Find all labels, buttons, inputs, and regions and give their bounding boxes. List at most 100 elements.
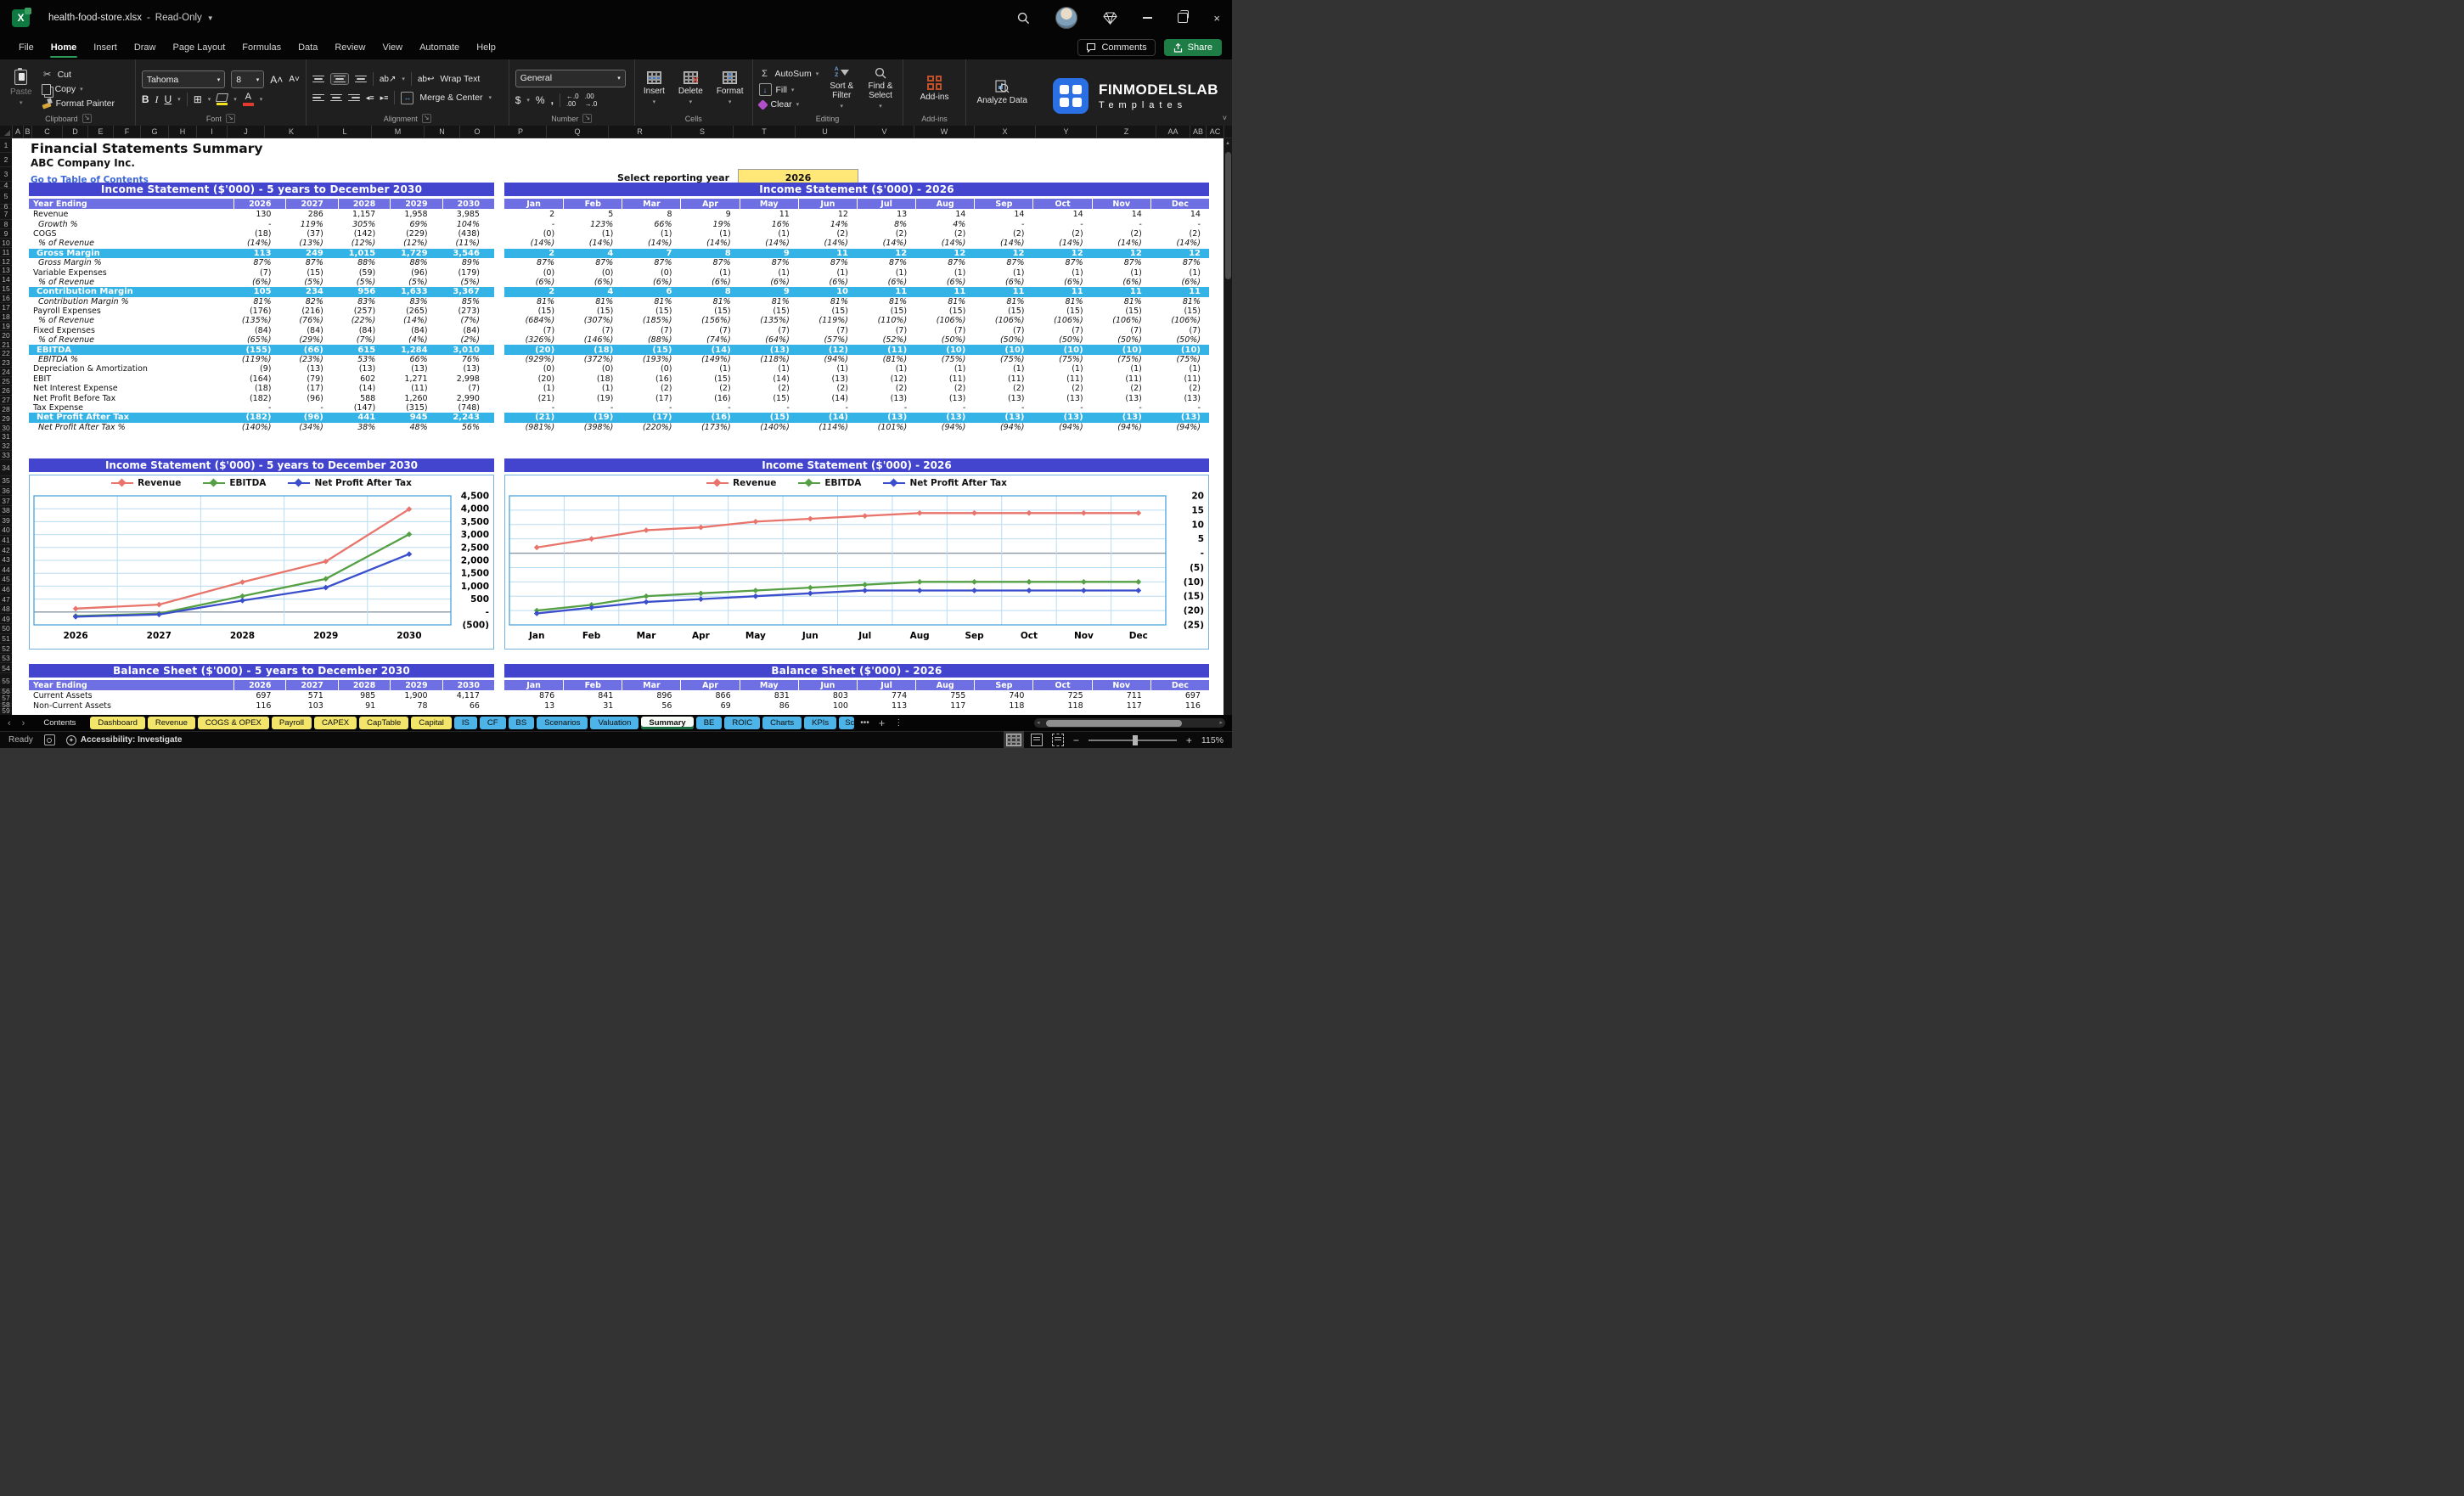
value-cell[interactable]: (84) [338, 326, 390, 335]
value-cell[interactable]: (14%) [915, 239, 974, 248]
value-cell[interactable]: (75%) [974, 355, 1032, 364]
value-cell[interactable]: 774 [857, 691, 915, 700]
value-cell[interactable]: (0) [504, 229, 563, 239]
row-header-11[interactable]: 11 [0, 248, 12, 257]
find-select-button[interactable]: Find & Select ▾ [864, 64, 896, 114]
value-cell[interactable]: (88%) [622, 335, 680, 345]
row-header-25[interactable]: 25 [0, 377, 12, 386]
value-cell[interactable]: (14%) [390, 316, 442, 325]
normal-view-button[interactable] [1006, 734, 1021, 746]
value-cell[interactable]: (11) [974, 374, 1032, 384]
row-label-cell[interactable]: EBIT [29, 374, 233, 384]
value-cell[interactable]: (14%) [1092, 239, 1150, 248]
value-cell[interactable]: 1,157 [338, 210, 390, 219]
row-label-cell[interactable]: % of Revenue [29, 316, 233, 325]
header-cell[interactable]: Mar [622, 680, 680, 690]
share-button[interactable]: Share [1164, 39, 1222, 56]
header-cell[interactable]: 2030 [442, 199, 494, 209]
value-cell[interactable]: (94%) [1032, 423, 1091, 432]
value-cell[interactable]: (1) [857, 268, 915, 278]
value-cell[interactable]: (1) [680, 268, 739, 278]
minimize-button[interactable] [1143, 17, 1152, 19]
value-cell[interactable]: 2,998 [442, 374, 494, 384]
value-cell[interactable]: 945 [390, 413, 442, 422]
value-cell[interactable]: (6%) [1032, 278, 1091, 287]
tab-scroll-right[interactable]: › [18, 718, 30, 728]
value-cell[interactable]: (18) [233, 229, 285, 239]
align-middle-button[interactable] [330, 73, 349, 86]
column-header-N[interactable]: N [425, 126, 460, 138]
value-cell[interactable]: (2) [857, 384, 915, 393]
value-cell[interactable]: 87% [563, 258, 622, 267]
header-cell[interactable]: Nov [1092, 199, 1150, 209]
currency-format-button[interactable]: $ [515, 94, 521, 106]
row-header-8[interactable]: 8 [0, 220, 12, 229]
row-label-cell[interactable]: Gross Margin [29, 249, 233, 258]
value-cell[interactable]: - [974, 220, 1032, 229]
value-cell[interactable]: 3,985 [442, 210, 494, 219]
merge-center-button[interactable]: Merge & Center [419, 93, 482, 103]
zoom-in-button[interactable]: + [1186, 734, 1192, 746]
sheet-tab-be[interactable]: BE [696, 717, 723, 729]
value-cell[interactable]: (13) [974, 394, 1032, 403]
value-cell[interactable]: 119% [285, 220, 337, 229]
row-header-46[interactable]: 46 [0, 585, 12, 595]
header-cell[interactable]: Sep [974, 680, 1032, 690]
value-cell[interactable]: 14 [1092, 210, 1150, 219]
value-cell[interactable]: (147) [338, 403, 390, 413]
value-cell[interactable]: (79) [285, 374, 337, 384]
value-cell[interactable]: (14%) [680, 239, 739, 248]
row-header-30[interactable]: 30 [0, 424, 12, 433]
horizontal-scrollbar[interactable]: ◂ ▸ [1034, 718, 1225, 728]
column-header-Y[interactable]: Y [1036, 126, 1097, 138]
value-cell[interactable]: 87% [798, 258, 857, 267]
value-cell[interactable]: (50%) [1032, 335, 1091, 345]
value-cell[interactable]: (14) [798, 413, 857, 422]
row-header-44[interactable]: 44 [0, 565, 12, 576]
value-cell[interactable]: (7) [622, 326, 680, 335]
shrink-font-button[interactable]: A˅ [289, 75, 300, 84]
page-break-view-button[interactable] [1052, 734, 1064, 746]
menu-tab-draw[interactable]: Draw [126, 37, 165, 58]
column-header-U[interactable]: U [796, 126, 855, 138]
value-cell[interactable]: (12%) [338, 239, 390, 248]
value-cell[interactable]: 105 [233, 287, 285, 296]
value-cell[interactable]: 2 [504, 210, 563, 219]
value-cell[interactable]: (22%) [338, 316, 390, 325]
sort-filter-button[interactable]: AZ Sort & Filter ▾ [827, 64, 856, 114]
row-header-2[interactable]: 2 [0, 153, 12, 167]
value-cell[interactable]: (15) [974, 307, 1032, 316]
sheet-tab-is[interactable]: IS [454, 717, 477, 729]
value-cell[interactable]: (307%) [563, 316, 622, 325]
menu-tab-file[interactable]: File [10, 37, 42, 58]
value-cell[interactable]: (106%) [1092, 316, 1150, 325]
value-cell[interactable]: (15) [1032, 307, 1091, 316]
value-cell[interactable]: (0) [563, 364, 622, 374]
premium-gem-icon[interactable] [1103, 12, 1117, 25]
value-cell[interactable]: 1,958 [390, 210, 442, 219]
column-header-AB[interactable]: AB [1190, 126, 1207, 138]
value-cell[interactable]: (20) [504, 374, 563, 384]
row-header-42[interactable]: 42 [0, 545, 12, 555]
value-cell[interactable]: 87% [857, 258, 915, 267]
value-cell[interactable]: 841 [563, 691, 622, 700]
row-header-53[interactable]: 53 [0, 654, 12, 664]
value-cell[interactable]: (7) [680, 326, 739, 335]
value-cell[interactable]: (12) [798, 346, 857, 355]
zoom-slider[interactable] [1089, 740, 1177, 741]
value-cell[interactable]: (15) [740, 413, 798, 422]
value-cell[interactable]: (64%) [740, 335, 798, 345]
value-cell[interactable]: (2) [798, 384, 857, 393]
header-cell[interactable]: Jun [798, 680, 857, 690]
row-header-21[interactable]: 21 [0, 340, 12, 350]
value-cell[interactable]: 4 [563, 287, 622, 296]
row-header-16[interactable]: 16 [0, 294, 12, 303]
italic-button[interactable]: I [155, 93, 159, 106]
value-cell[interactable]: (6%) [740, 278, 798, 287]
row-header-9[interactable]: 9 [0, 229, 12, 239]
value-cell[interactable]: - [740, 403, 798, 413]
value-cell[interactable]: 91 [338, 701, 390, 711]
value-cell[interactable]: (5%) [442, 278, 494, 287]
value-cell[interactable]: (7) [442, 384, 494, 393]
value-cell[interactable]: (1) [563, 229, 622, 239]
